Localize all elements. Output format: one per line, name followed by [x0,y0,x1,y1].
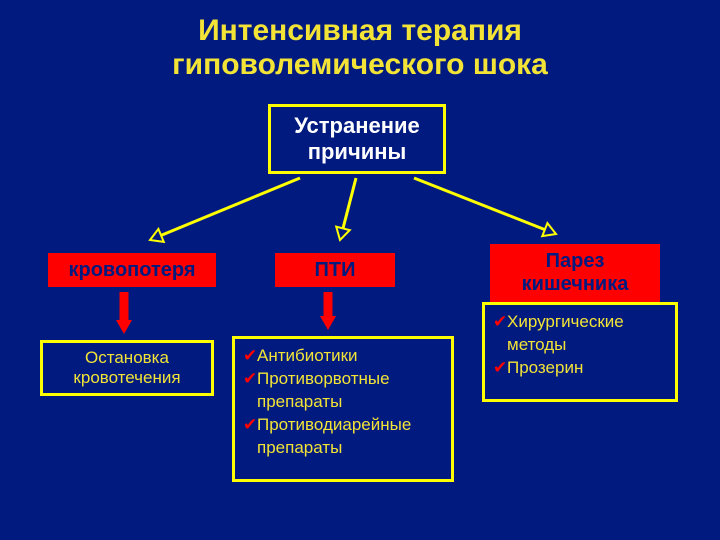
root-line1: Устранение [294,113,420,139]
detail-box-parez_list: ✔Хирургические методы✔Прозерин [482,302,678,402]
list-item: ✔Хирургические методы [493,311,671,357]
list-item: ✔Противодиарейные препараты [243,414,447,460]
list-item: ✔Прозерин [493,357,671,380]
list-item: ✔Антибиотики [243,345,447,368]
title-line1: Интенсивная терапия [0,14,720,48]
root-box: Устранение причины [268,104,446,174]
branch-box-pti: ПТИ [275,253,395,287]
list-item: ✔Противорвотные препараты [243,368,447,414]
root-line2: причины [294,139,420,165]
detail-box-pti_list: ✔Антибиотики✔Противорвотные препараты✔Пр… [232,336,454,482]
slide-title: Интенсивная терапия гиповолемического шо… [0,14,720,82]
branch-box-krov: кровопотеря [48,253,216,287]
detail-box-stop_bleed: Остановкакровотечения [40,340,214,396]
title-line2: гиповолемического шока [0,48,720,82]
branch-box-parez: Парезкишечника [490,244,660,302]
